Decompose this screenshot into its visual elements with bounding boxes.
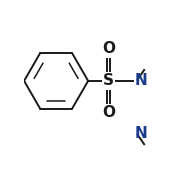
Text: O: O	[102, 41, 115, 56]
Text: O: O	[102, 105, 115, 120]
Text: N: N	[135, 73, 147, 88]
Text: S: S	[103, 73, 114, 88]
Text: N: N	[135, 126, 147, 141]
